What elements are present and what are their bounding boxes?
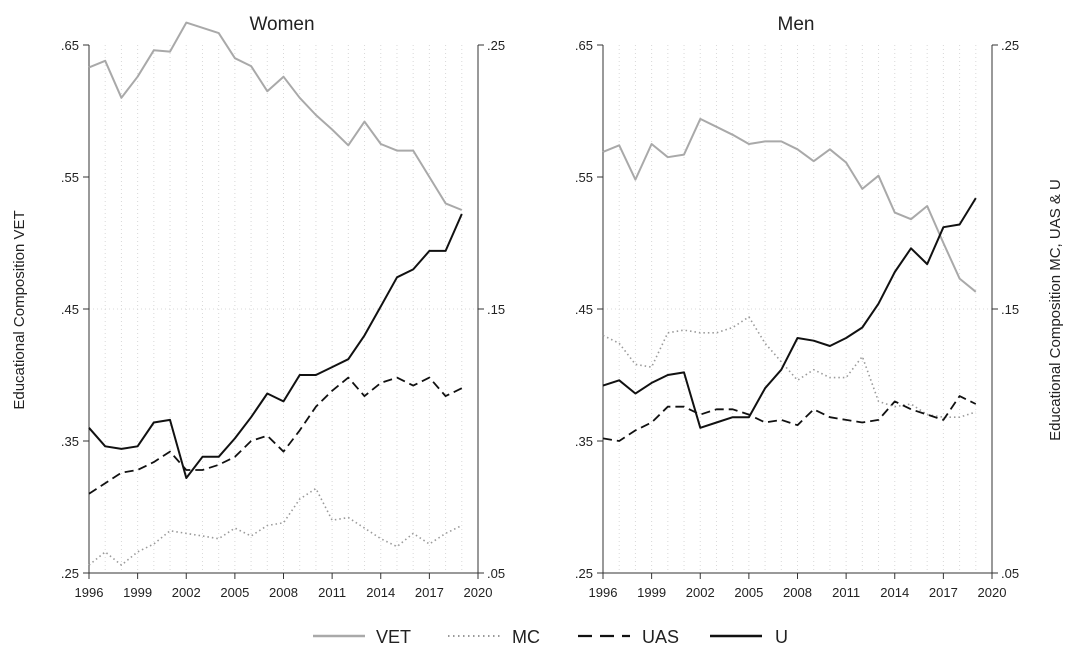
y-tick-left-label: .35 (61, 434, 79, 449)
legend-item-u: U (710, 627, 788, 647)
x-tick-label: 2008 (269, 585, 298, 600)
x-gridlines-women (88, 45, 479, 573)
y-tick-right-label: .05 (1001, 566, 1019, 581)
series-women (88, 21, 463, 566)
y-tick-left-label: .55 (575, 170, 593, 185)
y-tick-left-label: .65 (575, 38, 593, 53)
x-ticks-women: 1996 1999 2002 2005 2008 2011 2014 2017 2020 (75, 573, 493, 600)
series-line-vet (602, 117, 977, 293)
legend-label-uas: UAS (642, 627, 679, 647)
x-tick-label: 2011 (318, 585, 346, 600)
series-line-mc (602, 316, 977, 419)
y-axis-label-left-women: Educational Composition VET (11, 210, 28, 409)
x-tick-label: 2002 (172, 585, 201, 600)
x-ticks-men: 1996 1999 2002 2005 2008 2011 2014 2017 2020 (589, 573, 1007, 600)
y-tick-left-label: .45 (575, 302, 593, 317)
series-line-u (602, 197, 977, 429)
y-ticks-right-men: .05 .15 .25 (992, 38, 1019, 581)
x-tick-label: 2017 (415, 585, 444, 600)
series-line-mc (88, 487, 463, 566)
x-tick-label: 2008 (783, 585, 812, 600)
y-tick-right-label: .15 (487, 302, 505, 317)
legend-label-u: U (775, 627, 788, 647)
series-men (602, 117, 977, 442)
y-ticks-left-women: .25 .35 .45 .55 .65 (61, 38, 89, 581)
legend-item-uas: UAS (578, 627, 679, 647)
y-tick-right-label: .15 (1001, 302, 1019, 317)
x-tick-label: 2005 (734, 585, 763, 600)
y-ticks-right-women: .05 .15 .25 (478, 38, 505, 581)
y-tick-left-label: .25 (61, 566, 79, 581)
legend: VET MC UAS U (313, 627, 788, 647)
series-line-uas (602, 395, 977, 442)
x-tick-label: 1996 (589, 585, 618, 600)
y-tick-left-label: .45 (61, 302, 79, 317)
x-tick-label: 2014 (366, 585, 395, 600)
x-tick-label: 1999 (123, 585, 152, 600)
legend-item-mc: MC (448, 627, 540, 647)
y-tick-left-label: .25 (575, 566, 593, 581)
y-axis-label-right-men: Educational Composition MC, UAS & U (1047, 179, 1064, 441)
y-tick-right-label: .05 (487, 566, 505, 581)
legend-item-vet: VET (313, 627, 411, 647)
y-tick-left-label: .35 (575, 434, 593, 449)
x-tick-label: 2014 (880, 585, 909, 600)
x-tick-label: 2005 (220, 585, 249, 600)
series-line-u (88, 213, 463, 479)
legend-label-vet: VET (376, 627, 411, 647)
x-gridlines-men (602, 45, 993, 573)
panel-men: Men 1996 1999 2002 2005 2008 2011 2014 2017 2020… (575, 14, 1064, 600)
y-tick-right-label: .25 (487, 38, 505, 53)
x-tick-label: 2017 (929, 585, 958, 600)
legend-label-mc: MC (512, 627, 540, 647)
panel-title-women: Women (249, 14, 314, 35)
x-tick-label: 2020 (464, 585, 493, 600)
x-tick-label: 1996 (75, 585, 104, 600)
panel-title-men: Men (778, 14, 815, 35)
y-tick-left-label: .55 (61, 170, 79, 185)
y-ticks-left-men: .25 .35 .45 .55 .65 (575, 38, 603, 581)
x-tick-label: 1999 (637, 585, 666, 600)
x-tick-label: 2011 (832, 585, 860, 600)
x-tick-label: 2020 (978, 585, 1007, 600)
y-tick-right-label: .25 (1001, 38, 1019, 53)
panel-women: Women 1996 1999 2002 2005 2008 2011 2014 2017 20… (11, 14, 505, 600)
x-tick-label: 2002 (686, 585, 715, 600)
series-line-uas (88, 376, 463, 495)
y-tick-left-label: .65 (61, 38, 79, 53)
series-line-vet (88, 21, 463, 211)
